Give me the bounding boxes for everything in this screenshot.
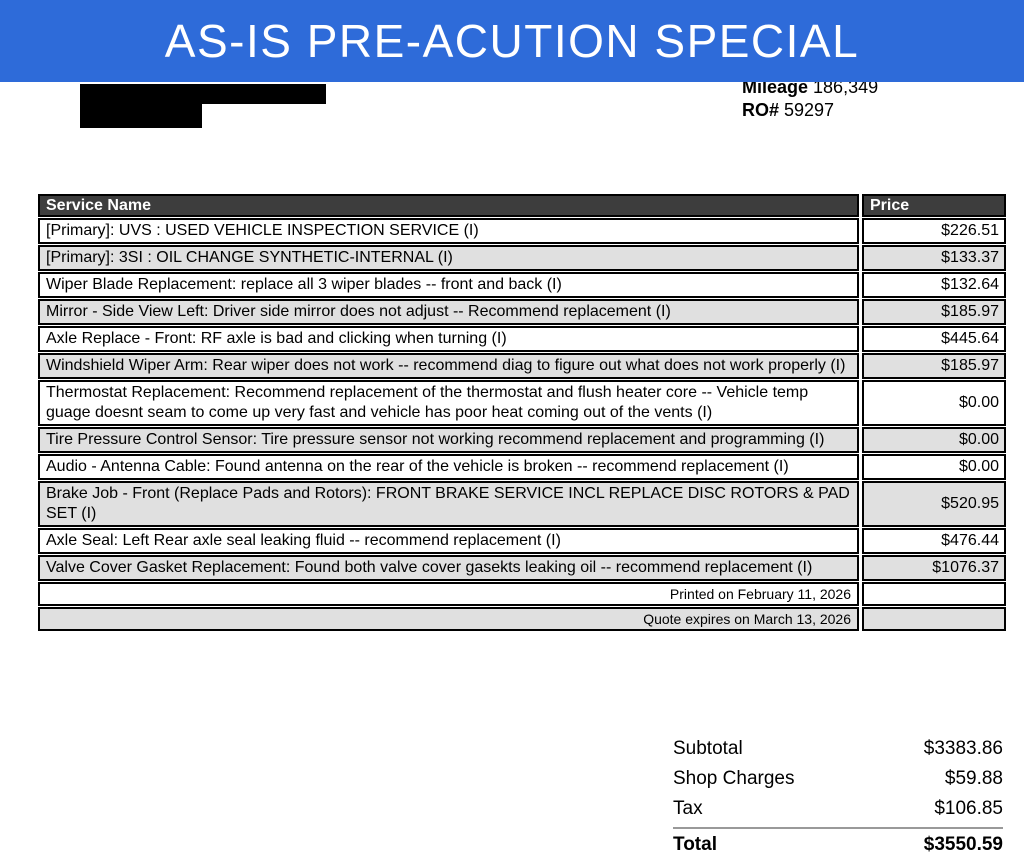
- total-label: Total: [673, 834, 717, 855]
- totals-line-label: Shop Charges: [673, 768, 795, 789]
- totals-line: Shop Charges $59.88: [673, 764, 1003, 794]
- service-name-cell: [Primary]: UVS : USED VEHICLE INSPECTION…: [38, 218, 859, 244]
- table-row: Axle Replace - Front: RF axle is bad and…: [38, 326, 1006, 352]
- service-name-cell: Brake Job - Front (Replace Pads and Roto…: [38, 481, 859, 527]
- table-note-row: Quote expires on March 13, 2026: [38, 607, 1006, 631]
- price-cell: $0.00: [862, 380, 1006, 426]
- table-row: Windshield Wiper Arm: Rear wiper does no…: [38, 353, 1006, 379]
- ro-line: RO# 59297: [742, 99, 878, 122]
- table-row: Wiper Blade Replacement: replace all 3 w…: [38, 272, 1006, 298]
- price-cell: $0.00: [862, 427, 1006, 453]
- totals-line: Tax $106.85: [673, 794, 1003, 824]
- price-cell: $1076.37: [862, 555, 1006, 581]
- price-cell: $133.37: [862, 245, 1006, 271]
- vehicle-info: Mileage 186,349 RO# 59297: [742, 76, 878, 122]
- price-cell: $445.64: [862, 326, 1006, 352]
- redacted-block: [80, 84, 202, 128]
- table-note-row: Printed on February 11, 2026: [38, 582, 1006, 606]
- totals-line-value: $106.85: [934, 798, 1003, 819]
- service-name-cell: Thermostat Replacement: Recommend replac…: [38, 380, 859, 426]
- service-name-cell: Tire Pressure Control Sensor: Tire press…: [38, 427, 859, 453]
- price-cell: $476.44: [862, 528, 1006, 554]
- table-row: [Primary]: 3SI : OIL CHANGE SYNTHETIC-IN…: [38, 245, 1006, 271]
- service-name-cell: Axle Seal: Left Rear axle seal leaking f…: [38, 528, 859, 554]
- service-name-cell: Mirror - Side View Left: Driver side mir…: [38, 299, 859, 325]
- totals-line-value: $3383.86: [923, 738, 1003, 759]
- service-name-cell: Valve Cover Gasket Replacement: Found bo…: [38, 555, 859, 581]
- table-row: Valve Cover Gasket Replacement: Found bo…: [38, 555, 1006, 581]
- column-header-service-name: Service Name: [38, 194, 859, 217]
- note-cell: Printed on February 11, 2026: [38, 582, 859, 606]
- banner-title: AS-IS PRE-ACUTION SPECIAL: [164, 15, 860, 67]
- totals-line-value: $59.88: [944, 768, 1003, 789]
- ro-value: 59297: [784, 100, 835, 120]
- table-header-row: Service Name Price: [38, 194, 1006, 217]
- totals-line: Subtotal $3383.86: [673, 734, 1003, 764]
- service-name-cell: Axle Replace - Front: RF axle is bad and…: [38, 326, 859, 352]
- table-row: Axle Seal: Left Rear axle seal leaking f…: [38, 528, 1006, 554]
- table-row: Brake Job - Front (Replace Pads and Roto…: [38, 481, 1006, 527]
- note-price-cell-empty: [862, 607, 1006, 631]
- service-name-cell: Wiper Blade Replacement: replace all 3 w…: [38, 272, 859, 298]
- column-header-price: Price: [862, 194, 1006, 217]
- mileage-label: Mileage: [742, 77, 809, 97]
- price-cell: $0.00: [862, 454, 1006, 480]
- service-name-cell: [Primary]: 3SI : OIL CHANGE SYNTHETIC-IN…: [38, 245, 859, 271]
- price-cell: $132.64: [862, 272, 1006, 298]
- ro-label: RO#: [742, 100, 780, 120]
- mileage-value: 186,349: [813, 77, 879, 97]
- price-cell: $185.97: [862, 299, 1006, 325]
- service-table: Service Name Price [Primary]: UVS : USED…: [35, 193, 1009, 632]
- note-price-cell-empty: [862, 582, 1006, 606]
- table-row: Audio - Antenna Cable: Found antenna on …: [38, 454, 1006, 480]
- table-row: [Primary]: UVS : USED VEHICLE INSPECTION…: [38, 218, 1006, 244]
- service-name-cell: Windshield Wiper Arm: Rear wiper does no…: [38, 353, 859, 379]
- totals-line-label: Subtotal: [673, 738, 743, 759]
- table-row: Mirror - Side View Left: Driver side mir…: [38, 299, 1006, 325]
- total-row: Total $3550.59: [673, 827, 1003, 856]
- note-cell: Quote expires on March 13, 2026: [38, 607, 859, 631]
- price-cell: $520.95: [862, 481, 1006, 527]
- totals-section: Subtotal $3383.86 Shop Charges $59.88 Tax $10…: [673, 734, 1003, 856]
- total-value: $3550.59: [923, 834, 1003, 855]
- banner: AS-IS PRE-ACUTION SPECIAL: [0, 0, 1024, 82]
- table-row: Thermostat Replacement: Recommend replac…: [38, 380, 1006, 426]
- service-name-cell: Audio - Antenna Cable: Found antenna on …: [38, 454, 859, 480]
- price-cell: $226.51: [862, 218, 1006, 244]
- table-row: Tire Pressure Control Sensor: Tire press…: [38, 427, 1006, 453]
- mileage-line: Mileage 186,349: [742, 76, 878, 99]
- totals-line-label: Tax: [673, 798, 703, 819]
- price-cell: $185.97: [862, 353, 1006, 379]
